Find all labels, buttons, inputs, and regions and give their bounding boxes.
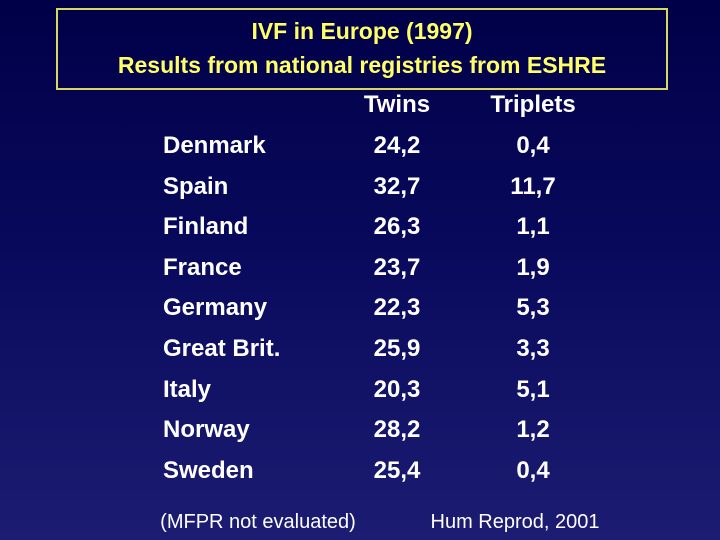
footnote: (MFPR not evaluated) [160, 511, 356, 533]
table-cell: 28,2 [373, 416, 421, 444]
table-cell: 0,4 [516, 132, 550, 159]
row-label: Germany [163, 294, 268, 322]
column-header: Triplets [490, 91, 576, 118]
table-cell: 3,3 [516, 335, 550, 362]
table-cell: 1,9 [516, 253, 550, 281]
column-header: Twins [363, 91, 431, 118]
row-label: Spain [163, 172, 229, 200]
table-cell: 5,1 [516, 375, 550, 403]
source: Hum Reprod, 2001 [430, 511, 600, 533]
table-cell: 25,4 [373, 456, 421, 484]
row-label: Great Brit. [163, 335, 281, 362]
title-box: IVF in Europe (1997) Results from nation… [56, 8, 668, 90]
table-cell: 0,4 [516, 456, 550, 484]
table-cell: 5,3 [516, 294, 550, 322]
table-cell: 23,7 [373, 253, 421, 281]
table-cell: 11,7 [510, 172, 556, 200]
row-label: France [163, 253, 242, 281]
row-label: Norway [163, 416, 250, 444]
title-line: IVF in Europe (1997) [251, 18, 473, 44]
row-label: Sweden [163, 456, 254, 484]
table-cell: 22,3 [373, 294, 421, 322]
table-cell: 1,2 [516, 416, 550, 444]
row-label: Finland [163, 213, 249, 241]
table-cell: 24,2 [373, 132, 421, 159]
table-cell: 20,3 [373, 375, 421, 403]
table-cell: 32,7 [373, 172, 421, 200]
row-label: Italy [163, 375, 212, 403]
table-cell: 26,3 [373, 213, 421, 241]
table-cell: 1,1 [516, 213, 550, 241]
table-cell: 25,9 [373, 335, 421, 362]
title-line: Results from national registries from ES… [117, 52, 607, 78]
row-label: Denmark [163, 132, 266, 159]
